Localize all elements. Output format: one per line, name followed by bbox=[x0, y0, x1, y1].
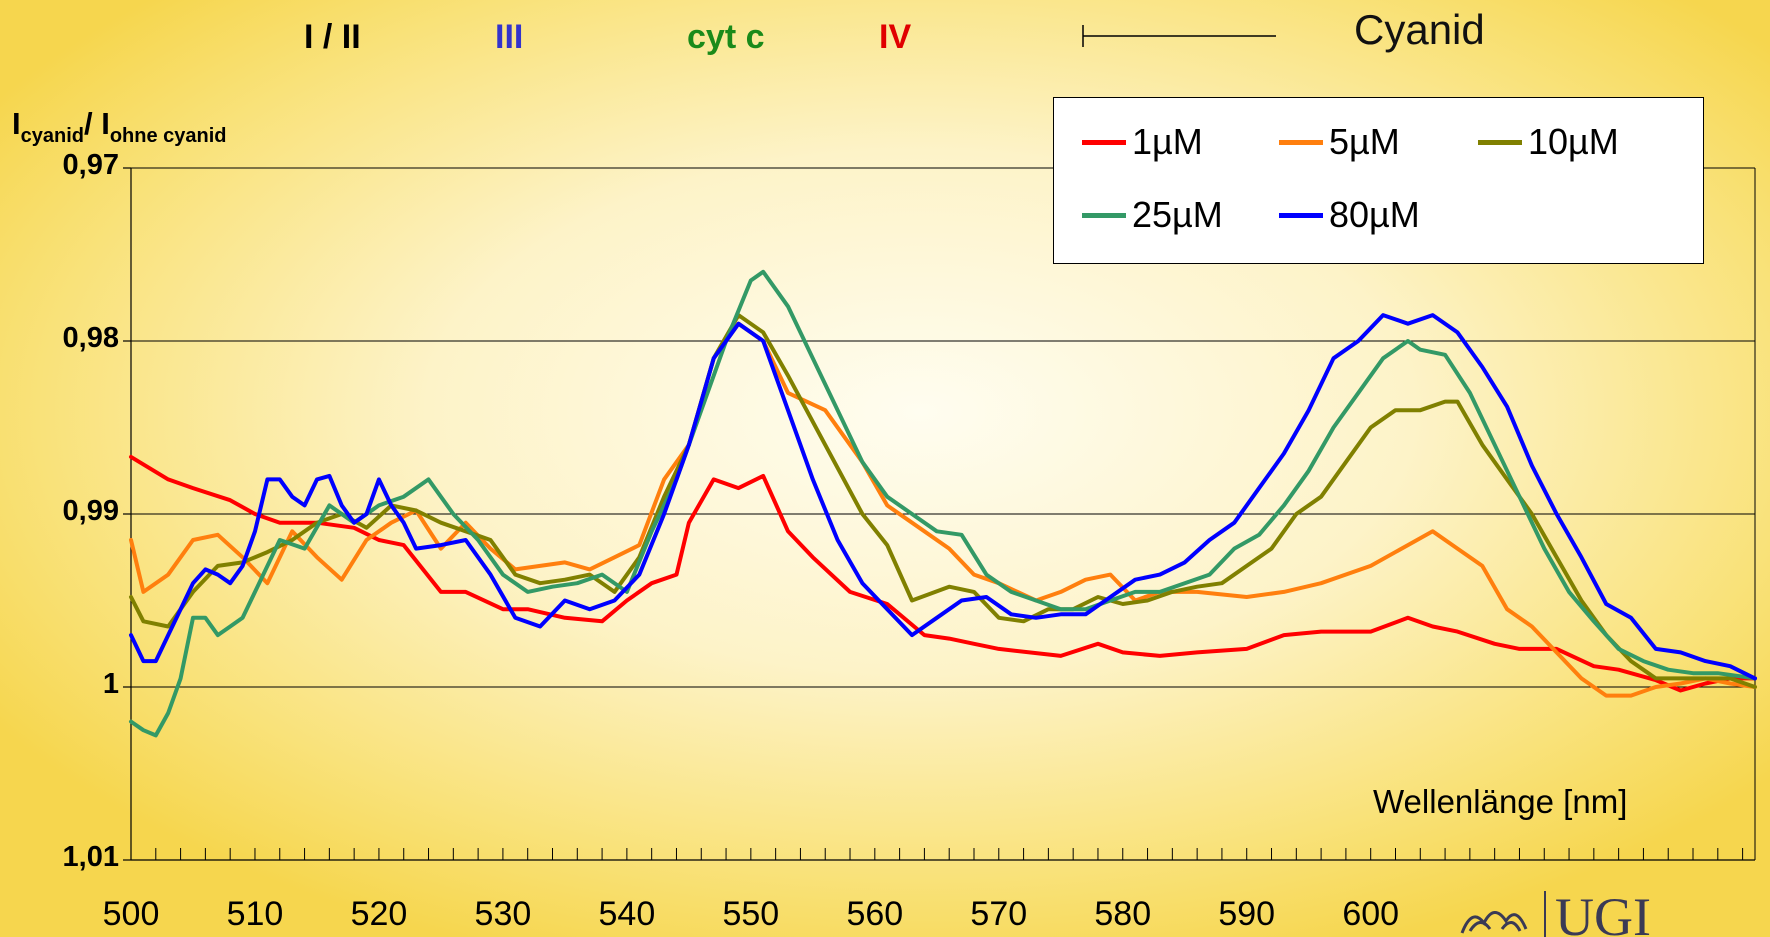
y-tick-label: 0,97 bbox=[0, 149, 119, 182]
y-tick-label: 1,01 bbox=[0, 841, 119, 874]
x-tick-label: 590 bbox=[1202, 895, 1292, 934]
legend-swatch bbox=[1478, 140, 1522, 145]
complex-label-iii: III bbox=[495, 18, 523, 57]
legend-swatch bbox=[1279, 140, 1323, 145]
y-label-main2: / I bbox=[84, 106, 110, 141]
legend-label: 10µM bbox=[1528, 121, 1619, 163]
complex-label-cyt-c: cyt c bbox=[687, 18, 765, 57]
y-label-sub2: ohne cyanid bbox=[110, 125, 227, 147]
y-tick-label: 0,98 bbox=[0, 322, 119, 355]
x-tick-label: 560 bbox=[830, 895, 920, 934]
legend: 1µM 5µM 10µM 25µM 80µM bbox=[1053, 97, 1704, 264]
y-label-main1: I bbox=[12, 106, 21, 141]
complex-label-i-ii: I / II bbox=[304, 18, 361, 57]
legend-swatch bbox=[1082, 213, 1126, 218]
ugi-logo: UGI bbox=[1450, 885, 1770, 937]
cyanid-label: Cyanid bbox=[1354, 6, 1485, 54]
logo-mark-icon bbox=[1462, 912, 1526, 933]
x-tick-label: 510 bbox=[210, 895, 300, 934]
legend-item-1um: 1µM bbox=[1082, 120, 1203, 164]
x-tick-label: 540 bbox=[582, 895, 672, 934]
x-tick-label: 580 bbox=[1078, 895, 1168, 934]
y-tick-label: 0,99 bbox=[0, 495, 119, 528]
cyanid-scale-bar bbox=[1083, 25, 1276, 47]
x-tick-label: 500 bbox=[86, 895, 176, 934]
legend-item-80um: 80µM bbox=[1279, 193, 1420, 237]
x-tick-label: 530 bbox=[458, 895, 548, 934]
legend-swatch bbox=[1279, 213, 1323, 218]
y-label-sub1: cyanid bbox=[21, 125, 84, 147]
legend-item-10um: 10µM bbox=[1478, 120, 1619, 164]
x-axis-title: Wellenlänge [nm] bbox=[1373, 783, 1627, 821]
legend-swatch bbox=[1082, 140, 1126, 145]
x-tick-label: 600 bbox=[1326, 895, 1416, 934]
x-tick-label: 550 bbox=[706, 895, 796, 934]
legend-label: 5µM bbox=[1329, 121, 1400, 163]
legend-label: 25µM bbox=[1132, 194, 1223, 236]
logo-text: UGI bbox=[1555, 887, 1651, 937]
legend-item-5um: 5µM bbox=[1279, 120, 1400, 164]
legend-label: 80µM bbox=[1329, 194, 1420, 236]
legend-item-25um: 25µM bbox=[1082, 193, 1223, 237]
complex-label-iv: IV bbox=[879, 18, 911, 57]
x-tick-label: 520 bbox=[334, 895, 424, 934]
series-line-4 bbox=[131, 315, 1755, 678]
legend-label: 1µM bbox=[1132, 121, 1203, 163]
y-tick-label: 1 bbox=[0, 668, 119, 701]
x-tick-label: 570 bbox=[954, 895, 1044, 934]
y-axis-label: Icyanid/ Iohne cyanid bbox=[12, 106, 227, 148]
series-line-2 bbox=[131, 315, 1755, 687]
